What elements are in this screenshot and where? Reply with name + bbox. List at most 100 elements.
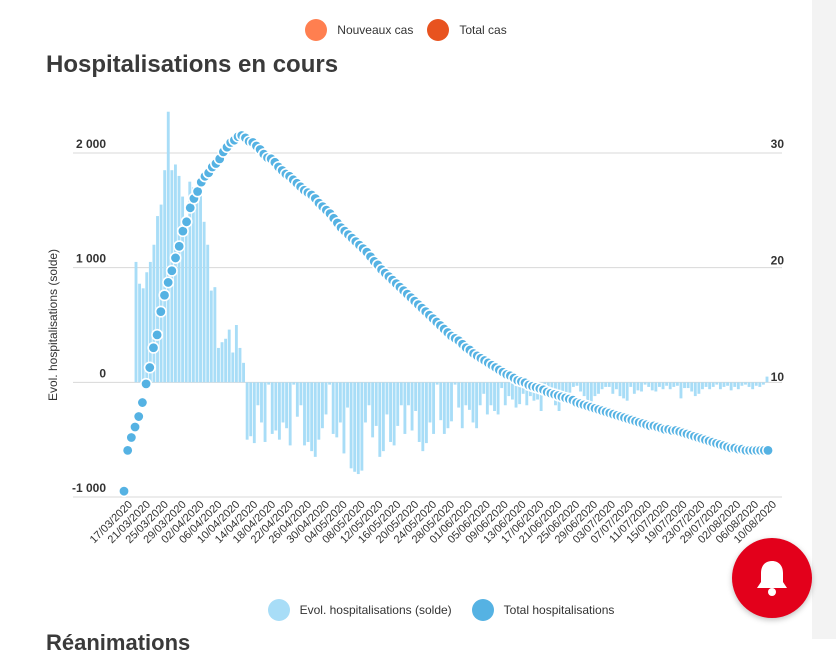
line-point: [118, 485, 131, 498]
bar: [758, 382, 762, 387]
bar: [464, 382, 468, 406]
legend-item-total-cas[interactable]: Total cas: [427, 19, 507, 41]
bar: [385, 382, 389, 415]
bar: [715, 382, 719, 385]
bar: [658, 382, 661, 387]
bar: [181, 196, 185, 383]
bar: [195, 198, 199, 383]
bar: [156, 216, 159, 383]
bar: [765, 376, 769, 383]
bar: [321, 382, 324, 429]
bar: [188, 181, 192, 383]
next-section-title: Réanimations: [46, 630, 191, 655]
bar: [589, 382, 593, 403]
bar: [460, 382, 464, 429]
legend-swatch-total-hospitalisations: [471, 599, 494, 621]
bar: [396, 382, 400, 426]
bar: [313, 382, 317, 457]
bar: [604, 382, 608, 387]
bar: [478, 382, 482, 406]
y2-tick-label: 20: [771, 254, 785, 268]
line-point: [761, 444, 774, 457]
bar: [432, 382, 436, 434]
notification-bell-button[interactable]: [732, 538, 812, 618]
bar: [640, 382, 643, 392]
bar: [683, 382, 686, 389]
bar: [374, 382, 378, 426]
bar: [446, 382, 450, 429]
bar: [392, 382, 396, 446]
bar: [625, 382, 629, 401]
bar: [306, 382, 310, 442]
bar: [607, 382, 611, 387]
bar: [575, 382, 579, 386]
bar: [482, 382, 486, 394]
legend-item-total-hospitalisations[interactable]: Total hospitalisations: [471, 599, 614, 621]
bar: [299, 382, 303, 406]
bar: [249, 382, 253, 437]
bar: [163, 170, 167, 383]
bar: [485, 382, 489, 415]
bar: [245, 382, 249, 440]
bar: [364, 382, 367, 423]
bar: [518, 382, 522, 405]
bar: [686, 382, 690, 389]
bar: [754, 382, 758, 386]
bar: [399, 382, 403, 406]
bar: [751, 382, 755, 390]
y-tick-label: 2 000: [76, 137, 106, 151]
bar: [256, 382, 260, 406]
bar: [661, 382, 665, 390]
line-point: [132, 410, 145, 423]
bar: [199, 175, 202, 383]
bar: [356, 382, 360, 475]
bar: [729, 382, 733, 391]
bar: [668, 382, 672, 390]
bar: [708, 382, 712, 390]
bar: [414, 382, 418, 411]
bar: [600, 382, 604, 390]
bar: [489, 382, 493, 406]
bar: [546, 382, 550, 390]
cases-legend: Nouveaux cas Total cas: [0, 19, 812, 41]
line-point: [129, 421, 142, 434]
bar: [285, 382, 289, 429]
bar: [744, 382, 747, 385]
bar: [690, 382, 694, 392]
bar: [711, 382, 715, 387]
bar: [152, 244, 156, 383]
bar: [353, 382, 357, 472]
bar: [206, 244, 210, 383]
bar: [679, 382, 683, 399]
bar: [493, 382, 496, 411]
line-point: [136, 396, 149, 409]
legend-swatch-evol-hospitalisations: [267, 599, 290, 621]
bar: [274, 382, 278, 431]
bar: [722, 382, 726, 387]
bar: [202, 221, 206, 383]
bar: [701, 382, 704, 390]
line-point: [147, 341, 160, 354]
bar: [697, 382, 701, 394]
bar: [303, 382, 306, 446]
bar: [582, 382, 586, 397]
bar: [342, 382, 346, 454]
bar: [209, 290, 213, 383]
line-point: [154, 305, 167, 318]
bar: [134, 261, 138, 383]
bar: [389, 382, 392, 442]
legend-label-evol-hospitalisations: Evol. hospitalisations (solde): [299, 603, 452, 617]
legend-item-evol-hospitalisations[interactable]: Evol. hospitalisations (solde): [267, 599, 452, 621]
line-point: [180, 215, 193, 228]
bar: [718, 382, 722, 390]
page-right-gutter: [812, 0, 836, 639]
bell-icon: [757, 561, 787, 596]
line-point: [151, 328, 164, 341]
bar: [292, 382, 296, 385]
hospitalisations-chart: -1 000 0 1 000 2 000 10 20 30 Evol. hospitalisa…: [46, 111, 785, 546]
bar: [622, 382, 626, 399]
bar: [263, 382, 267, 442]
bar: [761, 382, 765, 385]
legend-item-nouveaux-cas[interactable]: Nouveaux cas: [305, 19, 413, 41]
bar: [335, 382, 339, 438]
